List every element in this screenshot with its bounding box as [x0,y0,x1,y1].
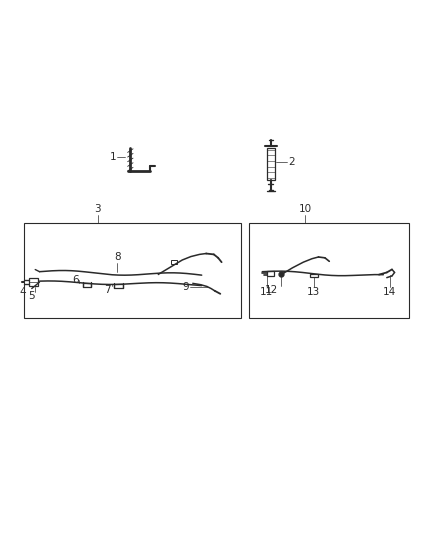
Bar [25,223,240,318]
Text: 13: 13 [307,287,320,297]
Bar [310,274,318,277]
Bar [170,260,177,264]
Text: 3: 3 [95,204,101,214]
Bar [29,278,38,286]
Text: 1: 1 [110,152,116,162]
Text: 12: 12 [265,285,278,295]
Text: 2: 2 [288,157,295,167]
Bar [268,271,274,277]
Text: 7: 7 [104,285,111,295]
Text: 14: 14 [383,287,396,297]
Bar [114,284,123,288]
Text: 6: 6 [72,276,78,285]
Text: 5: 5 [28,291,35,301]
Text: 10: 10 [299,204,312,214]
Bar [249,223,409,318]
Text: 4: 4 [20,287,27,297]
Bar [83,284,92,287]
Text: 9: 9 [182,282,189,292]
Bar [267,148,275,180]
Text: 8: 8 [114,252,121,262]
Text: 11: 11 [260,287,273,297]
